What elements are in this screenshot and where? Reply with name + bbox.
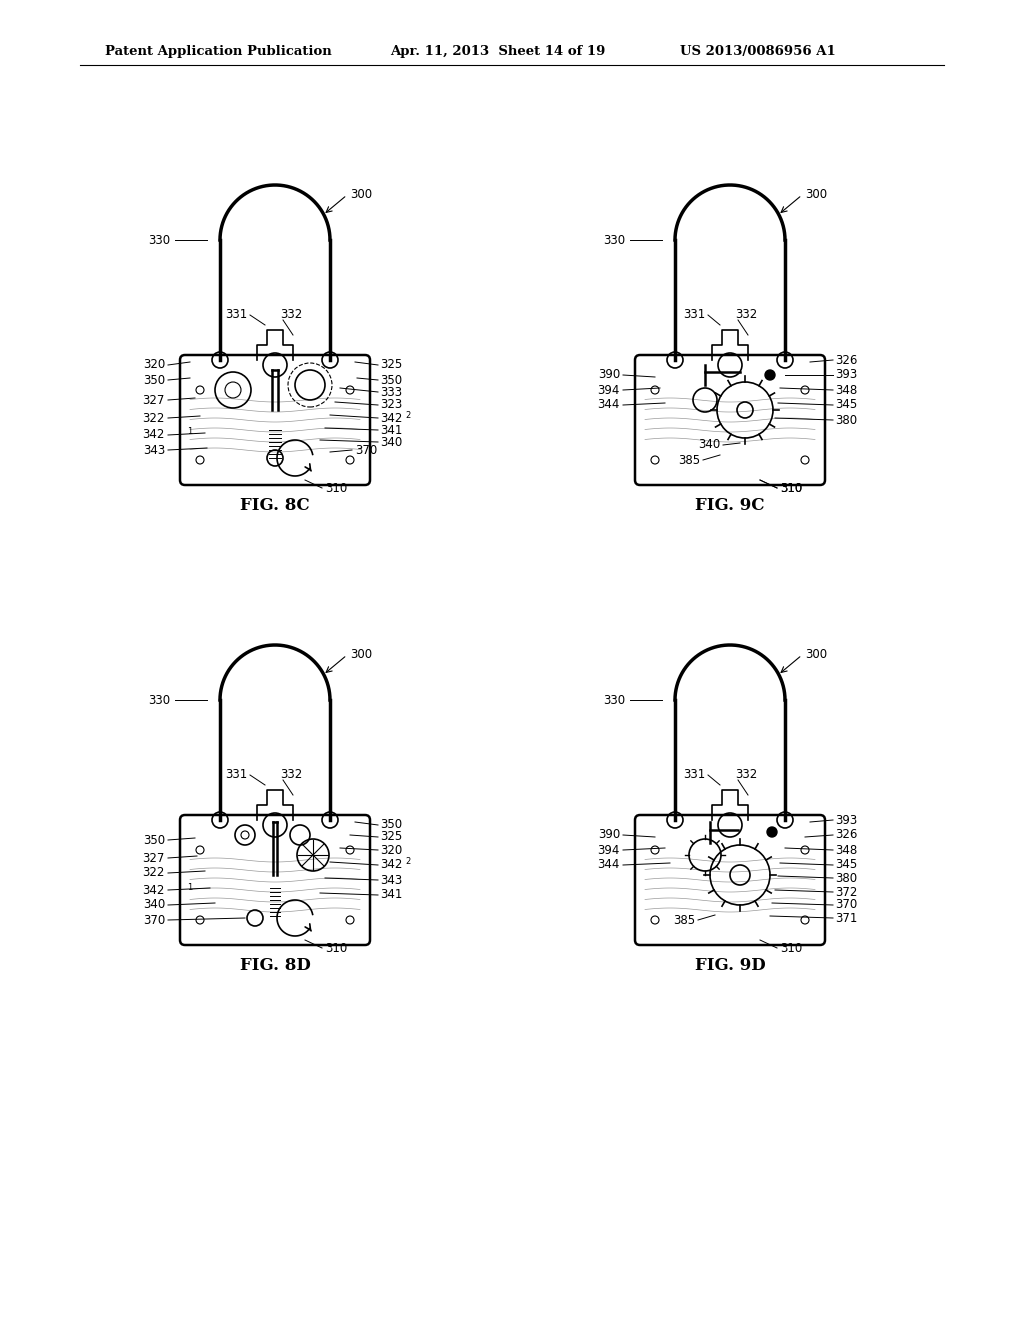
Text: 326: 326 — [835, 354, 857, 367]
FancyBboxPatch shape — [635, 355, 825, 484]
Text: 344: 344 — [598, 858, 620, 871]
Text: 343: 343 — [142, 444, 165, 457]
Text: 1: 1 — [187, 428, 193, 437]
Text: 393: 393 — [835, 368, 857, 381]
Text: 327: 327 — [142, 851, 165, 865]
Text: Patent Application Publication: Patent Application Publication — [105, 45, 332, 58]
Text: 350: 350 — [143, 374, 165, 387]
Text: 332: 332 — [280, 768, 302, 781]
Text: 325: 325 — [380, 830, 402, 843]
Text: 2: 2 — [406, 858, 411, 866]
Text: 331: 331 — [683, 309, 705, 322]
Text: 342: 342 — [142, 883, 165, 896]
Text: 385: 385 — [673, 913, 695, 927]
Text: 341: 341 — [380, 424, 402, 437]
Text: 300: 300 — [805, 189, 827, 202]
Text: 1: 1 — [187, 883, 193, 891]
Text: 331: 331 — [683, 768, 705, 781]
Text: 310: 310 — [325, 941, 347, 954]
Text: 326: 326 — [835, 829, 857, 842]
FancyBboxPatch shape — [180, 355, 370, 484]
Text: 323: 323 — [380, 399, 402, 412]
Text: 310: 310 — [780, 482, 802, 495]
Text: 331: 331 — [224, 768, 247, 781]
Text: FIG. 9D: FIG. 9D — [694, 957, 765, 974]
Text: 350: 350 — [380, 818, 402, 832]
Text: 300: 300 — [805, 648, 827, 661]
Text: 343: 343 — [380, 874, 402, 887]
Text: 341: 341 — [380, 888, 402, 902]
FancyBboxPatch shape — [180, 814, 370, 945]
Text: 393: 393 — [835, 813, 857, 826]
Text: 327: 327 — [142, 393, 165, 407]
Text: 348: 348 — [835, 843, 857, 857]
Text: 332: 332 — [735, 768, 758, 781]
Text: 325: 325 — [380, 359, 402, 371]
Text: 385: 385 — [678, 454, 700, 466]
Text: 371: 371 — [835, 912, 857, 924]
Circle shape — [767, 828, 777, 837]
Text: 348: 348 — [835, 384, 857, 396]
Text: 370: 370 — [142, 913, 165, 927]
Text: US 2013/0086956 A1: US 2013/0086956 A1 — [680, 45, 836, 58]
Text: 350: 350 — [143, 833, 165, 846]
Text: 390: 390 — [598, 829, 620, 842]
Text: FIG. 8D: FIG. 8D — [240, 957, 310, 974]
Text: 394: 394 — [598, 384, 620, 396]
Circle shape — [765, 370, 775, 380]
Text: 380: 380 — [835, 413, 857, 426]
Text: 345: 345 — [835, 399, 857, 412]
Text: 330: 330 — [603, 693, 625, 706]
Text: 342: 342 — [142, 429, 165, 441]
Text: 310: 310 — [780, 482, 802, 495]
Text: 332: 332 — [735, 309, 758, 322]
Text: 300: 300 — [350, 189, 372, 202]
Text: 322: 322 — [142, 866, 165, 879]
Text: 320: 320 — [142, 359, 165, 371]
Text: 331: 331 — [224, 309, 247, 322]
Text: 340: 340 — [697, 438, 720, 451]
FancyBboxPatch shape — [635, 814, 825, 945]
Text: 340: 340 — [380, 436, 402, 449]
Text: 345: 345 — [835, 858, 857, 871]
Text: 322: 322 — [142, 412, 165, 425]
Text: 300: 300 — [350, 648, 372, 661]
Text: 330: 330 — [147, 693, 170, 706]
Text: Apr. 11, 2013  Sheet 14 of 19: Apr. 11, 2013 Sheet 14 of 19 — [390, 45, 605, 58]
Text: FIG. 8C: FIG. 8C — [241, 496, 310, 513]
Text: 330: 330 — [147, 234, 170, 247]
Text: 310: 310 — [780, 941, 802, 954]
Text: 342: 342 — [380, 412, 402, 425]
Text: 2: 2 — [406, 411, 411, 420]
Text: 332: 332 — [280, 309, 302, 322]
Text: 310: 310 — [325, 482, 347, 495]
Text: 333: 333 — [380, 385, 402, 399]
Text: 350: 350 — [380, 374, 402, 387]
Text: 340: 340 — [142, 899, 165, 912]
Text: 370: 370 — [355, 444, 377, 457]
Text: FIG. 9C: FIG. 9C — [695, 496, 765, 513]
Text: 320: 320 — [380, 843, 402, 857]
Text: 390: 390 — [598, 368, 620, 381]
Text: 372: 372 — [835, 886, 857, 899]
Text: 380: 380 — [835, 871, 857, 884]
Text: 344: 344 — [598, 399, 620, 412]
Text: 394: 394 — [598, 843, 620, 857]
Text: 342: 342 — [380, 858, 402, 871]
Text: 330: 330 — [603, 234, 625, 247]
Text: 370: 370 — [835, 899, 857, 912]
